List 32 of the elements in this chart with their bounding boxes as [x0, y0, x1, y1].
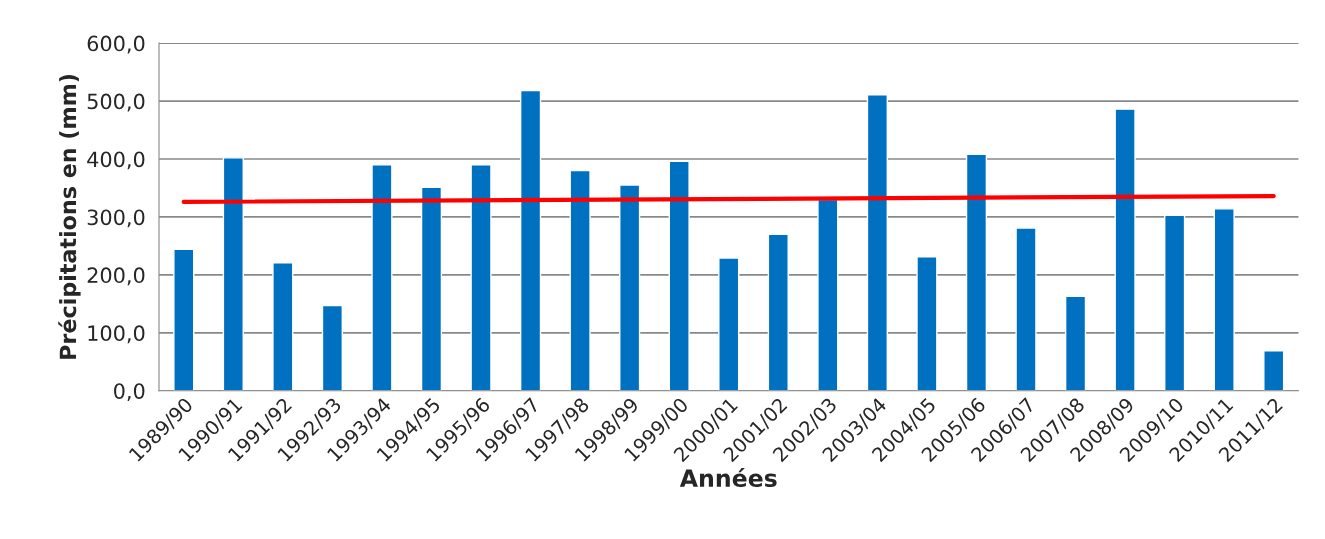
bar — [371, 164, 393, 391]
bar — [1114, 108, 1136, 391]
y-tick-label: 200,0 — [87, 267, 145, 286]
bar — [619, 184, 641, 391]
bar — [1015, 227, 1037, 391]
y-tick-label: 400,0 — [87, 151, 145, 170]
bar — [1263, 350, 1285, 391]
y-tick-label: 500,0 — [87, 93, 145, 112]
bar — [668, 160, 690, 391]
x-axis-title: Années — [679, 467, 777, 488]
bar — [519, 89, 542, 391]
bar — [1213, 208, 1235, 391]
bar — [420, 186, 443, 391]
bar — [569, 169, 591, 391]
bar — [817, 198, 839, 391]
bar — [916, 256, 938, 391]
y-axis-title: Précipitations en (mm) — [58, 74, 81, 359]
bar — [718, 257, 740, 391]
bar — [222, 157, 244, 391]
y-tick-label: 600,0 — [87, 35, 145, 54]
y-tick-label: 0,0 — [114, 383, 145, 402]
y-tick-label: 100,0 — [88, 325, 145, 344]
bar — [767, 233, 789, 391]
bar — [1064, 295, 1087, 391]
bar — [173, 248, 195, 391]
bar — [965, 153, 988, 391]
bar — [272, 262, 294, 391]
y-tick-label: 300,0 — [87, 209, 145, 228]
bar — [470, 164, 492, 391]
bar — [321, 304, 344, 391]
bar — [1164, 214, 1186, 391]
bar — [866, 93, 888, 391]
